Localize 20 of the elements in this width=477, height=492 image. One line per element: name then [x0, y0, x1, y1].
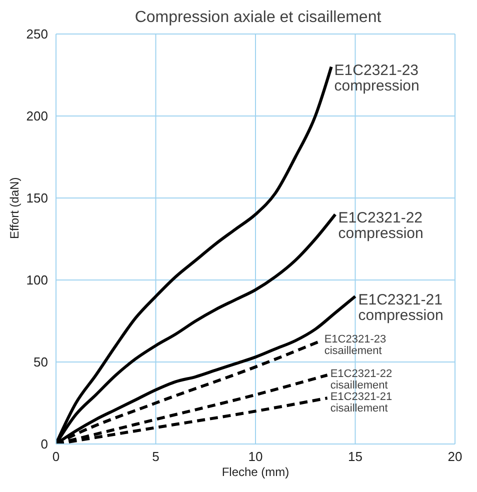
- y-tick-label: 0: [40, 436, 48, 452]
- x-tick-label: 20: [448, 449, 462, 464]
- series-label: E1C2321-23 compression: [334, 62, 420, 95]
- series-label: E1C2321-22 cisaillement: [330, 368, 392, 392]
- x-tick-label: 15: [348, 449, 362, 464]
- y-tick-label: 100: [26, 272, 48, 288]
- x-tick-label: 0: [52, 449, 60, 464]
- y-tick-label: 150: [26, 190, 48, 206]
- x-axis-title: Fleche (mm): [222, 465, 290, 479]
- series-label: E1C2321-23 cisaillement: [324, 334, 386, 358]
- chart-title: Compression axiale et cisaillement: [134, 9, 382, 26]
- x-tick-label: 5: [152, 449, 160, 464]
- y-tick-label: 50: [34, 354, 48, 370]
- y-tick-label: 200: [26, 108, 48, 124]
- y-tick-label: 250: [26, 26, 48, 42]
- series-label: E1C2321-22 compression: [338, 209, 424, 242]
- x-tick-label: 10: [248, 449, 263, 464]
- y-axis-title: Effort (daN): [7, 177, 22, 239]
- series-label: E1C2321-21 compression: [358, 291, 444, 324]
- series-label: E1C2321-21 cisaillement: [330, 391, 392, 415]
